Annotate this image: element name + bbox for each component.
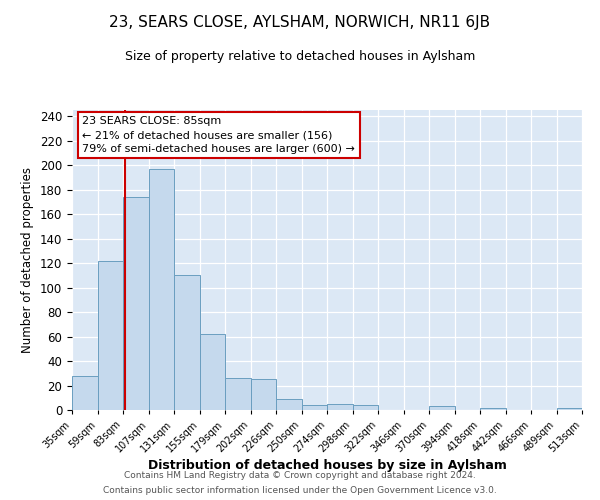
Text: Contains HM Land Registry data © Crown copyright and database right 2024.: Contains HM Land Registry data © Crown c…: [124, 471, 476, 480]
Text: Contains public sector information licensed under the Open Government Licence v3: Contains public sector information licen…: [103, 486, 497, 495]
X-axis label: Distribution of detached houses by size in Aylsham: Distribution of detached houses by size …: [148, 460, 506, 472]
Text: 23, SEARS CLOSE, AYLSHAM, NORWICH, NR11 6JB: 23, SEARS CLOSE, AYLSHAM, NORWICH, NR11 …: [109, 15, 491, 30]
Bar: [149, 169, 174, 410]
Text: 23 SEARS CLOSE: 85sqm
← 21% of detached houses are smaller (156)
79% of semi-det: 23 SEARS CLOSE: 85sqm ← 21% of detached …: [82, 116, 355, 154]
Bar: [302, 405, 327, 410]
Bar: [429, 406, 455, 410]
Bar: [225, 378, 251, 410]
Bar: [276, 399, 302, 410]
Bar: [199, 334, 225, 410]
Bar: [327, 404, 353, 410]
Y-axis label: Number of detached properties: Number of detached properties: [22, 167, 34, 353]
Bar: [174, 276, 199, 410]
Bar: [97, 260, 123, 410]
Bar: [557, 408, 582, 410]
Bar: [72, 376, 97, 410]
Bar: [123, 197, 149, 410]
Bar: [480, 408, 505, 410]
Text: Size of property relative to detached houses in Aylsham: Size of property relative to detached ho…: [125, 50, 475, 63]
Bar: [251, 380, 276, 410]
Bar: [353, 405, 378, 410]
